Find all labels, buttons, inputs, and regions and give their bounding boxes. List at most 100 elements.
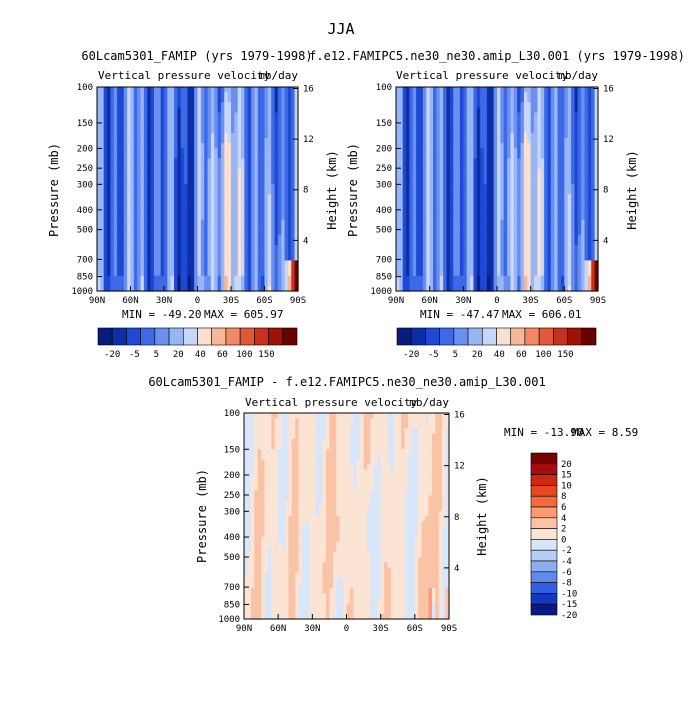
heatmap-cell [406, 265, 411, 272]
colorbar-swatch [410, 327, 426, 346]
heatmap-cell [513, 138, 518, 144]
heatmap-cell [244, 183, 249, 190]
heatmap-cell [480, 158, 485, 165]
heatmap-cell [244, 280, 249, 287]
heatmap-cell [264, 158, 269, 165]
heatmap-cell [210, 219, 215, 226]
heatmap-cell [180, 199, 185, 205]
heatmap-cell [180, 132, 185, 139]
heatmap-cell [187, 127, 192, 134]
heatmap-cell [251, 127, 256, 134]
heatmap-cell [267, 275, 272, 282]
heatmap-cell [184, 270, 189, 277]
heatmap-cell [207, 214, 212, 221]
heatmap-cell [120, 204, 125, 210]
heatmap-cell [100, 255, 105, 261]
heatmap-cell [530, 102, 535, 108]
heatmap-cell [459, 92, 464, 98]
heatmap-cell [237, 199, 242, 205]
heatmap-cell [274, 240, 279, 246]
heatmap-cell [453, 245, 458, 251]
heatmap-cell [244, 265, 249, 272]
heatmap-cell [133, 240, 138, 246]
heatmap-cell [402, 143, 407, 149]
heatmap-cell [234, 204, 239, 210]
heatmap-cell [466, 265, 471, 272]
heatmap-cell [157, 102, 162, 108]
heatmap-cell [120, 163, 125, 170]
heatmap-cell [97, 153, 101, 159]
heatmap-cell [557, 92, 562, 98]
heatmap-cell [574, 260, 579, 267]
heatmap-cell [147, 148, 152, 154]
heatmap-cell [103, 224, 108, 231]
heatmap-cell [446, 219, 451, 226]
heatmap-cell [254, 245, 259, 251]
heatmap-cell [473, 189, 478, 195]
heatmap-cell [571, 270, 576, 277]
heatmap-cell [449, 265, 454, 272]
heatmap-cell [227, 209, 232, 216]
heatmap-cell [143, 153, 148, 159]
heatmap-cell [127, 265, 132, 272]
heatmap-cell [274, 199, 279, 205]
heatmap-cell [574, 127, 579, 134]
heatmap-cell [419, 234, 424, 241]
heatmap-cell [453, 275, 458, 282]
heatmap-cell [406, 250, 411, 256]
heatmap-cell [153, 112, 158, 119]
heatmap-cell [220, 245, 225, 251]
heatmap-cell [433, 163, 437, 170]
heatmap-cell [396, 219, 400, 226]
heatmap-cell [100, 240, 105, 246]
heatmap-cell [470, 87, 475, 93]
heatmap-cell [406, 194, 411, 200]
heatmap-cell [227, 112, 232, 119]
heatmap-cell [140, 219, 145, 226]
heatmap-cell [547, 183, 552, 190]
heatmap-cell [244, 510, 249, 517]
heatmap-cell [257, 112, 262, 119]
heatmap-cell [396, 132, 400, 139]
heatmap-cell [123, 122, 128, 129]
heatmap-cell [251, 92, 256, 98]
heatmap-cell [470, 148, 475, 154]
heatmap-cell [133, 148, 138, 154]
heatmap-cell [234, 240, 239, 246]
heatmap-cell [194, 148, 199, 154]
heatmap-cell [234, 214, 239, 221]
heatmap-cell [412, 224, 417, 231]
heatmap-cell [170, 255, 175, 261]
heatmap-cell [527, 270, 532, 277]
heatmap-cell [510, 107, 515, 114]
heatmap-cell [234, 209, 239, 216]
heatmap-cell [473, 265, 478, 272]
min-label: MIN = -47.47 [420, 308, 499, 321]
heatmap-cell [507, 173, 512, 180]
heatmap-cell [591, 183, 596, 190]
heatmap-cell [520, 158, 525, 165]
heatmap-cell [167, 168, 172, 175]
heatmap-cell [113, 255, 118, 261]
heatmap-cell [261, 280, 266, 287]
heatmap-cell [274, 143, 279, 149]
heatmap-cell [117, 224, 122, 231]
heatmap-cell [534, 183, 538, 190]
heatmap-cell [180, 219, 185, 226]
heatmap-cell [406, 102, 411, 108]
heatmap-cell [107, 285, 111, 292]
heatmap-cell [456, 138, 461, 144]
heatmap-cell [577, 194, 582, 200]
heatmap-cell [463, 87, 468, 93]
colorbar-label: -20 [104, 350, 120, 360]
heatmap-cell [544, 87, 549, 93]
heatmap-cell [217, 199, 222, 205]
heatmap-cell [587, 173, 592, 180]
heatmap-cell [244, 240, 249, 246]
heatmap-cell [150, 158, 155, 165]
heatmap-cell [554, 117, 559, 124]
heatmap-cell [490, 173, 495, 180]
heatmap-cell [257, 153, 262, 159]
heatmap-cell [527, 102, 532, 108]
heatmap-cell [466, 153, 471, 159]
